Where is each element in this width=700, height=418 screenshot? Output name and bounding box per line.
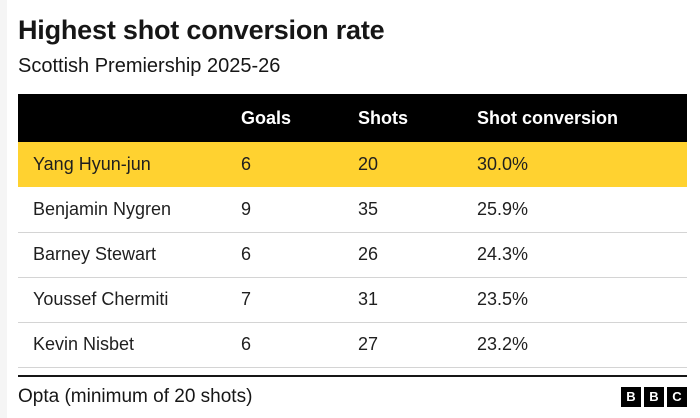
conversion-value: 30.0%	[477, 154, 529, 174]
table-row: Kevin Nisbet 6 27 23.2%	[18, 322, 687, 367]
table-row-highlighted: Yang Hyun-jun 6 20 30.0%	[18, 142, 687, 187]
goals-value: 6	[241, 244, 252, 264]
page-subtitle: Scottish Premiership 2025-26	[18, 55, 281, 77]
source-attribution: Opta (minimum of 20 shots)	[18, 385, 253, 407]
shot-conversion-table: Goals Shots Shot conversion Yang Hyun-ju…	[18, 94, 687, 368]
bbc-logo-letter: C	[667, 386, 687, 407]
conversion-value: 24.3%	[477, 244, 529, 264]
shots-value: 27	[358, 334, 379, 354]
table-row: Barney Stewart 6 26 24.3%	[18, 232, 687, 277]
shots-value: 35	[358, 198, 379, 219]
player-name: Youssef Chermiti	[33, 289, 169, 309]
page-edge-strip	[0, 0, 7, 418]
column-header-shot-conversion: Shot conversion	[477, 94, 687, 142]
bbc-logo-letter: B	[621, 386, 641, 407]
shots-value: 31	[358, 289, 379, 309]
bbc-logo: B B C	[621, 386, 687, 407]
shots-value: 26	[358, 244, 379, 264]
shots-value: 20	[358, 154, 379, 174]
goals-value: 9	[241, 198, 252, 219]
conversion-value: 25.9%	[477, 198, 529, 219]
infographic-card: Highest shot conversion rate Scottish Pr…	[18, 0, 687, 409]
conversion-value: 23.5%	[477, 289, 529, 309]
column-header-shots: Shots	[358, 94, 477, 142]
player-name: Yang Hyun-jun	[33, 154, 151, 174]
player-name: Barney Stewart	[33, 244, 157, 264]
table-header: Goals Shots Shot conversion	[18, 94, 687, 142]
goals-value: 6	[241, 334, 252, 354]
page-title: Highest shot conversion rate	[18, 15, 385, 45]
footer: Opta (minimum of 20 shots) B B C	[18, 374, 687, 409]
conversion-value: 23.2%	[477, 334, 529, 354]
column-header-player	[18, 94, 241, 142]
player-name: Benjamin Nygren	[33, 198, 172, 219]
column-header-goals: Goals	[241, 94, 358, 142]
table-row: Benjamin Nygren 9 35 25.9%	[18, 187, 687, 232]
goals-value: 6	[241, 154, 252, 174]
goals-value: 7	[241, 289, 252, 309]
player-name: Kevin Nisbet	[33, 334, 135, 354]
table-row: Youssef Chermiti 7 31 23.5%	[18, 277, 687, 322]
bbc-logo-letter: B	[644, 386, 664, 407]
